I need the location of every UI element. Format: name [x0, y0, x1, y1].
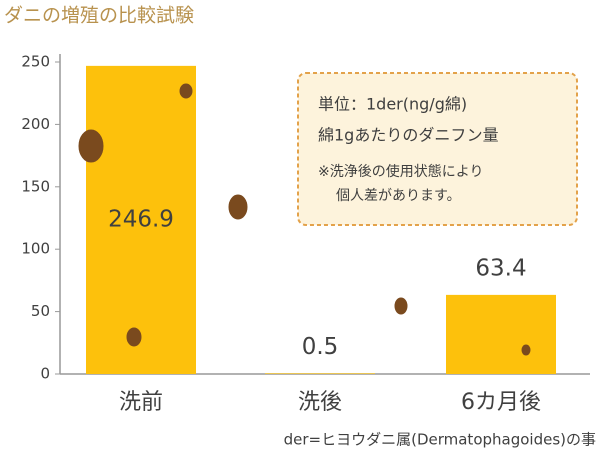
x-tick-label: 洗後 [298, 390, 342, 415]
y-tick-label: 150 [21, 177, 50, 195]
y-tick-label: 0 [40, 365, 50, 383]
y-tick-label: 200 [21, 115, 50, 133]
x-tick-label: 6カ月後 [461, 390, 541, 415]
mite-decorations [78, 83, 531, 356]
y-tick-label: 50 [31, 302, 50, 320]
annotation: 個人差があります。 [336, 188, 461, 204]
annotation: ※洗浄後の使用状態により [318, 163, 483, 180]
value-label: 63.4 [475, 255, 526, 281]
footnote: der=ヒヨウダニ属(Dermatophagoides)の事 [284, 431, 596, 449]
bar [86, 65, 196, 374]
y-tick-label: 100 [21, 240, 50, 258]
value-label: 0.5 [302, 334, 339, 360]
note-box [297, 72, 578, 226]
bar [265, 373, 375, 374]
annotation: 単位：1der(ng/g綿) [318, 95, 467, 114]
chart-title: ダニの増殖の比較試験 [4, 5, 194, 27]
value-label: 246.9 [108, 206, 174, 232]
bar [446, 294, 556, 374]
y-tick-label: 250 [21, 53, 50, 71]
x-tick-label: 洗前 [119, 390, 163, 415]
annotation: 綿1gあたりのダニフン量 [318, 126, 499, 145]
